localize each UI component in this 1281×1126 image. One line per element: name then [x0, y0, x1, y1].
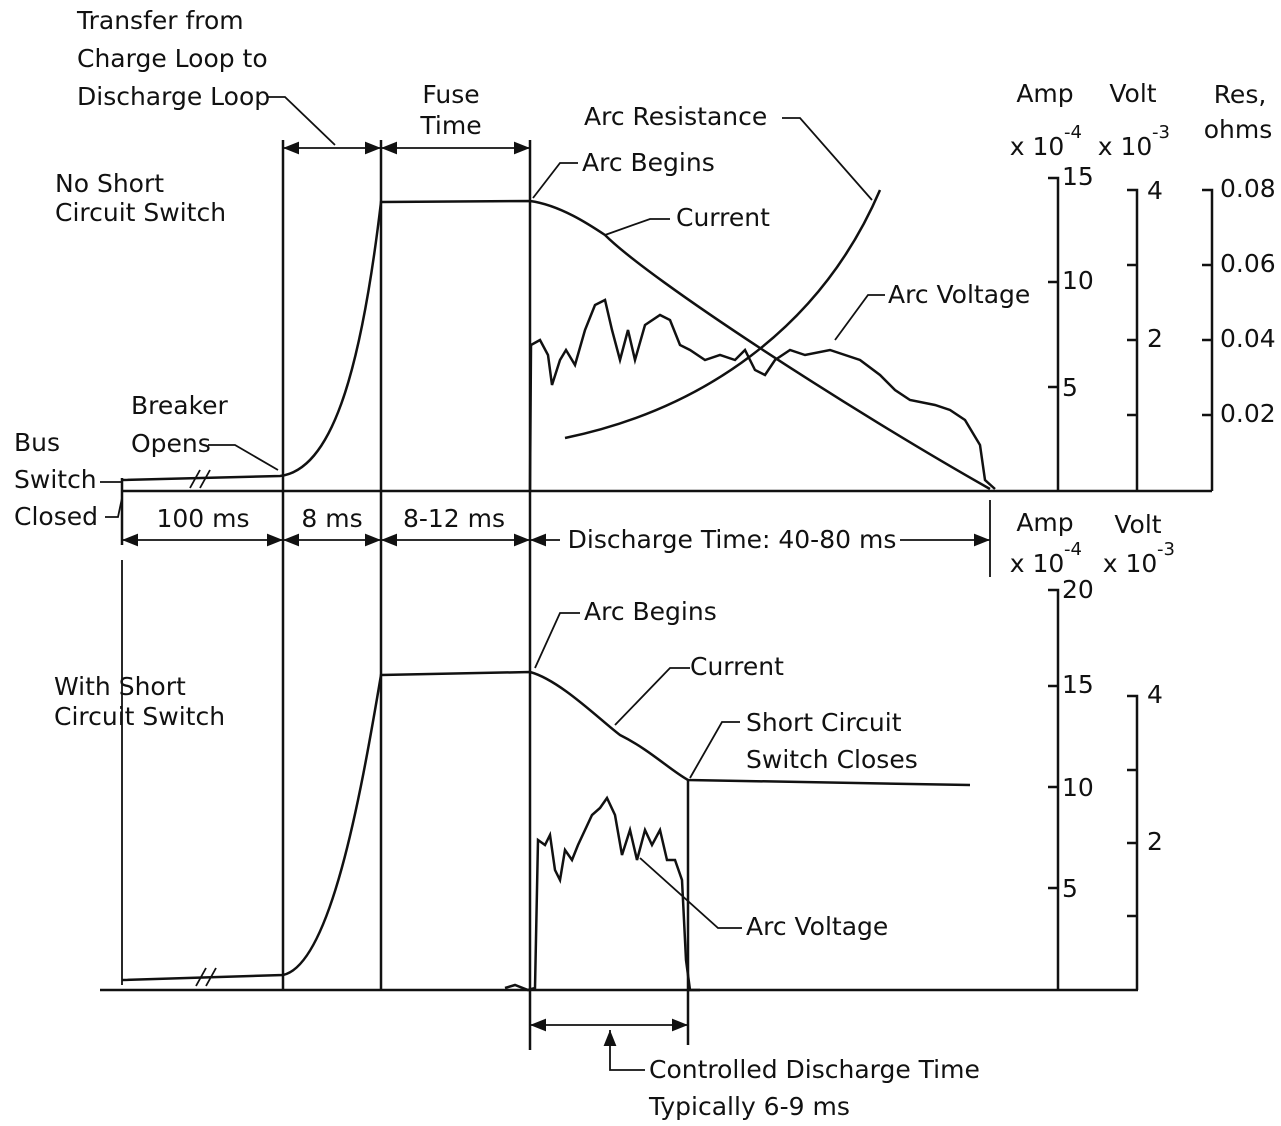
interval-label: 8 ms — [301, 504, 362, 533]
panel-label: With Short — [54, 672, 186, 701]
breaker-label: Opens — [131, 429, 211, 458]
tick-label: 10 — [1062, 773, 1094, 802]
tick-label: 0.08 — [1220, 174, 1276, 203]
controlled-discharge-label: Controlled Discharge Time — [649, 1055, 980, 1084]
tick-label: 0.02 — [1220, 399, 1276, 428]
axis-exponent: -4 — [1064, 122, 1082, 143]
switch-closes-label: Short Circuit — [746, 708, 902, 737]
axis-scale: x 10 — [1010, 132, 1065, 161]
breaker-label: Breaker — [131, 391, 229, 420]
fuse-label: Time — [419, 111, 481, 140]
current-label: Current — [690, 652, 784, 681]
arc-voltage-label: Arc Voltage — [888, 280, 1030, 309]
transfer-label: Transfer from — [76, 6, 244, 35]
arc-resistance-label: Arc Resistance — [584, 102, 767, 131]
bus-label: Closed — [14, 502, 98, 531]
tick-label: 5 — [1062, 874, 1078, 903]
axis-title: Amp — [1016, 79, 1073, 108]
axis-scale: x 10 — [1010, 549, 1065, 578]
axis-scale: x 10 — [1098, 132, 1153, 161]
axis-exponent: -3 — [1157, 539, 1175, 560]
bus-label: Switch — [14, 465, 97, 494]
axis-title: Res, — [1214, 80, 1267, 109]
axis-title: Amp — [1016, 508, 1073, 537]
axis-title: Volt — [1114, 510, 1161, 539]
tick-label: 5 — [1062, 373, 1078, 402]
tick-label: 2 — [1147, 827, 1163, 856]
arc-begins-label: Arc Begins — [584, 597, 717, 626]
transfer-label: Charge Loop to — [77, 44, 268, 73]
transfer-label: Discharge Loop — [77, 82, 270, 111]
tick-label: 10 — [1062, 266, 1094, 295]
interval-label: 100 ms — [156, 504, 249, 533]
switch-closes-label: Switch Closes — [746, 745, 918, 774]
axis-title: ohms — [1204, 115, 1273, 144]
axis-exponent: -3 — [1152, 122, 1170, 143]
current-label: Current — [676, 203, 770, 232]
tick-label: 2 — [1147, 324, 1163, 353]
leaders — [100, 96, 885, 929]
tick-label: 0.04 — [1220, 324, 1276, 353]
panel-label: No Short — [55, 169, 164, 198]
interval-label: Discharge Time: 40-80 ms — [568, 525, 897, 554]
interval-label: 8-12 ms — [403, 504, 505, 533]
fuse-label: Fuse — [422, 80, 479, 109]
tick-label: 20 — [1062, 575, 1094, 604]
tick-label: 15 — [1062, 162, 1094, 191]
arc-begins-label: Arc Begins — [582, 148, 715, 177]
bus-label: Bus — [14, 428, 60, 457]
controlled-discharge-label: Typically 6-9 ms — [648, 1092, 850, 1121]
panel-label: Circuit Switch — [54, 702, 225, 731]
curves — [121, 189, 996, 992]
panel-label: Circuit Switch — [55, 198, 226, 227]
tick-label: 0.06 — [1220, 249, 1276, 278]
axis-exponent: -4 — [1064, 539, 1082, 560]
tick-label: 4 — [1147, 680, 1163, 709]
arc-voltage-label: Arc Voltage — [746, 912, 888, 941]
frame-lines — [100, 140, 1214, 1071]
tick-label: 4 — [1147, 176, 1163, 205]
axis-scale: x 10 — [1103, 549, 1158, 578]
axis-title: Volt — [1109, 79, 1156, 108]
tick-label: 15 — [1062, 670, 1094, 699]
